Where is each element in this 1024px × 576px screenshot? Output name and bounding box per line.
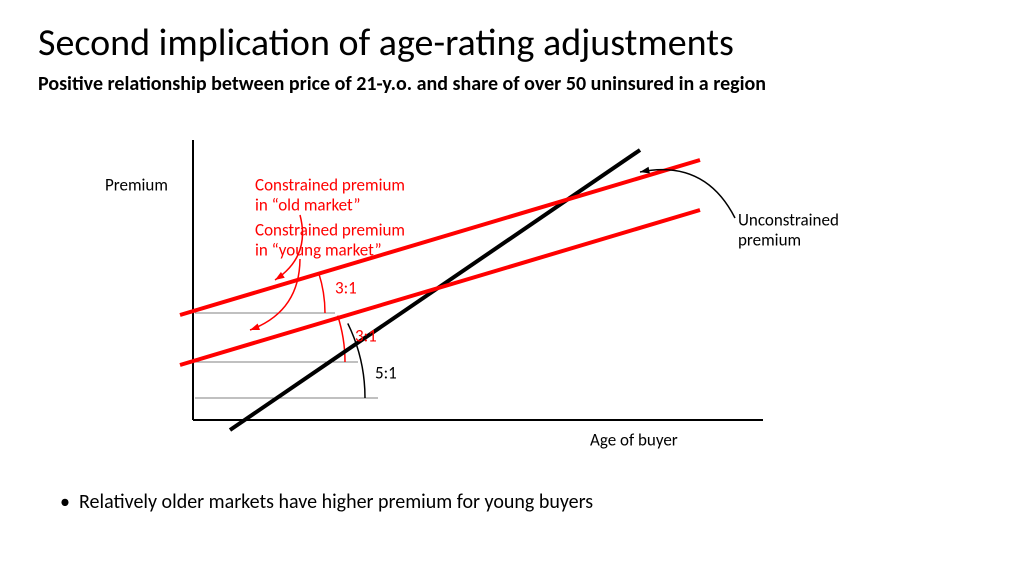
- svg-text:premium: premium: [738, 230, 801, 251]
- svg-text:Unconstrained: Unconstrained: [738, 209, 839, 230]
- svg-text:Constrained premium: Constrained premium: [255, 174, 405, 195]
- svg-text:Constrained premium: Constrained premium: [255, 219, 405, 240]
- chart-svg: 3:13:15:1Constrained premiumin “old mark…: [110, 140, 910, 440]
- bullet-text: Relatively older markets have higher pre…: [79, 490, 593, 514]
- svg-text:5:1: 5:1: [375, 362, 397, 383]
- svg-text:Age of buyer: Age of buyer: [590, 429, 678, 450]
- slide-subtitle: Positive relationship between price of 2…: [38, 72, 766, 96]
- svg-text:in “old market”: in “old market”: [255, 195, 360, 216]
- svg-text:Premium: Premium: [105, 174, 168, 195]
- premium-age-chart: 3:13:15:1Constrained premiumin “old mark…: [110, 140, 910, 440]
- svg-text:in “young market”: in “young market”: [255, 240, 382, 261]
- bullet-marker: •: [60, 490, 79, 514]
- slide-title: Second implication of age-rating adjustm…: [38, 20, 734, 66]
- svg-text:3:1: 3:1: [355, 325, 377, 346]
- svg-text:3:1: 3:1: [335, 277, 357, 298]
- bullet-point: • Relatively older markets have higher p…: [60, 490, 593, 514]
